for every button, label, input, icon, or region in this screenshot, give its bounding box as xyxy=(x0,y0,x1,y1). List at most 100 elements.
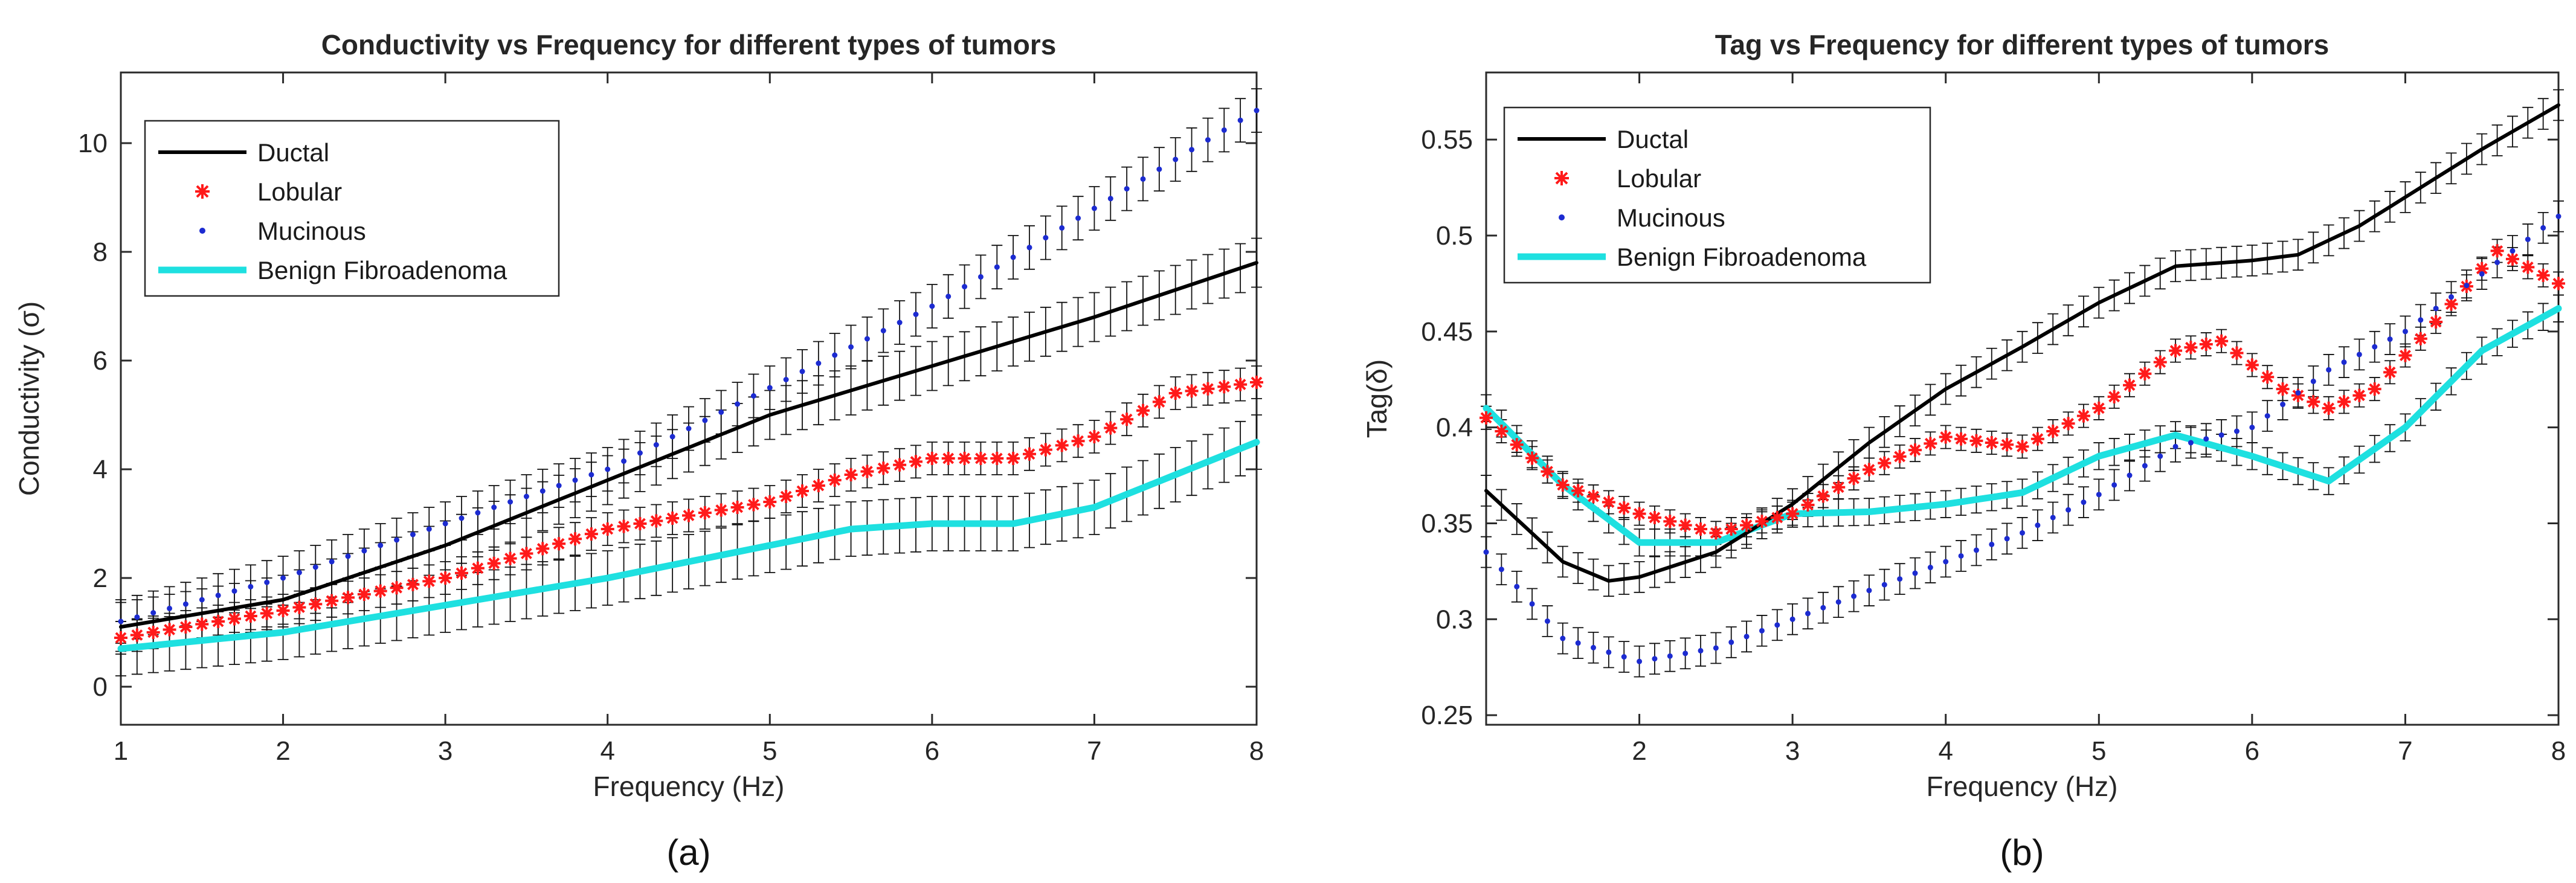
series-ductal xyxy=(119,261,1258,629)
x-tick-label: 3 xyxy=(438,736,452,766)
x-tick: 6 xyxy=(925,72,939,766)
x-tick: 5 xyxy=(762,72,778,766)
data-point xyxy=(929,303,935,309)
x-tick: 2 xyxy=(1632,72,1647,766)
legend-item-ductal: Ductal xyxy=(158,138,329,167)
data-point xyxy=(1189,147,1195,153)
data-point xyxy=(1168,387,1182,400)
series-line xyxy=(1483,305,2562,546)
data-point xyxy=(1694,522,1707,536)
y-tick-label: 0.25 xyxy=(1421,701,1473,730)
data-point xyxy=(248,583,254,589)
chart-title: Conductivity vs Frequency for different … xyxy=(321,29,1057,60)
data-point xyxy=(1556,478,1570,492)
data-point xyxy=(1120,413,1134,426)
y-axis-label: Tag(δ) xyxy=(1361,359,1393,438)
data-point xyxy=(325,594,339,608)
data-point xyxy=(767,385,773,391)
data-point xyxy=(1927,565,1933,571)
data-point xyxy=(1969,434,1983,448)
data-point xyxy=(536,542,550,556)
x-tick: 8 xyxy=(2551,72,2566,766)
data-point xyxy=(633,517,647,530)
data-point xyxy=(1026,245,1032,251)
data-point xyxy=(1541,464,1554,478)
data-point xyxy=(1059,225,1065,231)
panel-b-caption: (b) xyxy=(2000,832,2044,873)
data-point xyxy=(2521,260,2535,274)
data-point xyxy=(487,556,501,570)
data-point xyxy=(373,584,387,598)
data-point xyxy=(2449,294,2454,300)
data-point xyxy=(945,294,952,300)
data-point xyxy=(1647,510,1661,524)
x-tick-label: 4 xyxy=(600,736,614,766)
data-point xyxy=(2035,522,2041,528)
data-point xyxy=(2015,440,2029,454)
legend-label: Benign Fibroadenoma xyxy=(257,256,507,284)
data-point xyxy=(653,442,659,448)
data-point xyxy=(2475,262,2489,275)
x-axis: 1 2 3 4 5 6 7 8 xyxy=(114,72,1264,766)
data-point xyxy=(1816,489,1830,503)
data-point xyxy=(406,577,420,591)
data-point xyxy=(601,522,614,536)
x-tick: 6 xyxy=(2245,72,2259,766)
x-tick: 7 xyxy=(2398,72,2413,766)
data-point xyxy=(1709,526,1723,540)
data-point xyxy=(1621,654,1627,660)
data-point xyxy=(1698,647,1704,653)
legend-label: Mucinous xyxy=(1617,204,1725,232)
y-tick-label: 2 xyxy=(93,564,108,593)
x-tick-label: 2 xyxy=(275,736,290,766)
data-point xyxy=(2203,436,2209,442)
data-point xyxy=(1958,553,1964,559)
data-point xyxy=(1586,490,1600,503)
data-point xyxy=(1152,395,1166,409)
data-point xyxy=(475,510,481,516)
data-point xyxy=(2127,472,2133,478)
data-point xyxy=(146,626,160,639)
data-point xyxy=(1805,611,1811,617)
data-point xyxy=(130,628,144,642)
data-point xyxy=(1525,451,1539,465)
data-point xyxy=(2081,499,2087,506)
data-point xyxy=(617,519,631,533)
data-point xyxy=(1560,635,1566,641)
data-point xyxy=(1591,644,1596,650)
data-point xyxy=(1544,618,1550,624)
y-tick-label: 0.5 xyxy=(1436,221,1473,251)
data-point xyxy=(1124,186,1130,192)
legend-item-mucinous: Mucinous xyxy=(1559,204,1725,232)
data-point xyxy=(2096,492,2102,498)
data-point xyxy=(1254,108,1260,114)
x-tick-label: 1 xyxy=(114,736,128,766)
data-point xyxy=(2076,409,2090,423)
data-point xyxy=(426,526,432,532)
data-point xyxy=(182,601,188,607)
data-point xyxy=(1205,137,1211,143)
legend: Ductal Lobular Mucinous Benign Fibroadenoma xyxy=(1503,106,1931,284)
data-point xyxy=(439,571,452,585)
data-point xyxy=(2464,283,2470,289)
y-axis-label: Conductivity (σ) xyxy=(13,301,45,496)
data-point xyxy=(2310,378,2316,384)
x-tick-label: 7 xyxy=(2398,736,2412,766)
data-point xyxy=(941,452,955,465)
series-mucinous xyxy=(1483,213,2562,664)
data-point xyxy=(1832,480,1846,494)
data-point xyxy=(2540,225,2546,231)
data-point xyxy=(1897,576,1903,582)
legend-label: Mucinous xyxy=(257,217,366,245)
data-point xyxy=(2510,248,2516,254)
data-point xyxy=(2249,425,2255,431)
data-point xyxy=(730,501,744,514)
y-tick: 4 xyxy=(93,455,1257,484)
legend-item-benign-fibroadenoma: Benign Fibroadenoma xyxy=(1518,243,1867,271)
data-point xyxy=(909,455,923,469)
data-point xyxy=(1985,436,1998,450)
data-point xyxy=(2490,244,2504,258)
data-point xyxy=(698,506,712,519)
data-point xyxy=(2172,443,2178,449)
data-point xyxy=(2111,482,2117,488)
